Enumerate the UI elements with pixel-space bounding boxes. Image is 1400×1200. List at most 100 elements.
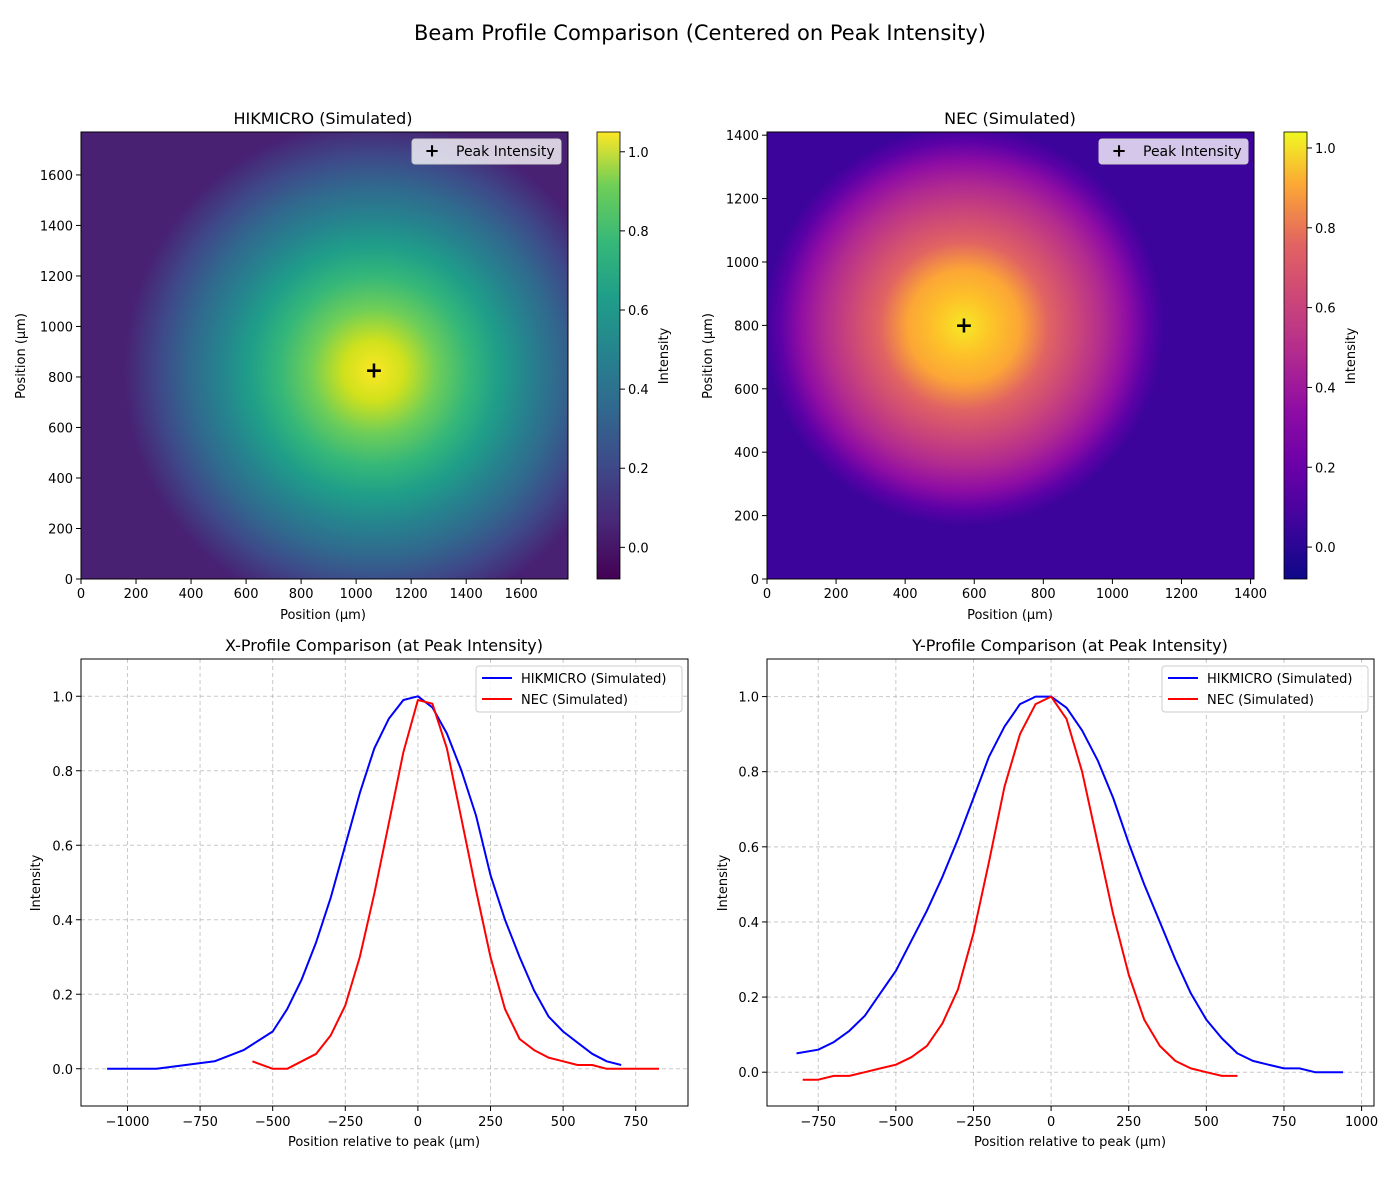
y-tick-label: 1.0 (52, 690, 73, 705)
legend: HIKMICRO (Simulated) NEC (Simulated) (475, 665, 683, 713)
y-tick-label: 1200 (726, 193, 759, 208)
x-tick-label: 200 (824, 587, 849, 602)
line-panel-x-profile: −1000 −750 −500 −250 0 250 500 750 0.0 0.2 0.4 0.6… (29, 636, 689, 1150)
y-tick-label: 400 (734, 446, 759, 461)
plot-frame (80, 658, 689, 1107)
x-tick-label: 600 (962, 587, 987, 602)
x-tick-label: −500 (255, 1115, 291, 1130)
y-tick-label: 600 (48, 421, 73, 436)
y-tick-label: 0 (751, 573, 759, 588)
peak-marker: + (365, 359, 383, 384)
figure-suptitle: Beam Profile Comparison (Centered on Pea… (414, 21, 986, 45)
y-tick-label: 0.4 (52, 914, 73, 929)
colorbar-tick-label: 1.0 (628, 146, 649, 161)
legend-marker-icon: + (424, 141, 439, 162)
y-tick-label: 0 (65, 573, 73, 588)
y-tick-label: 600 (734, 383, 759, 398)
legend: + Peak Intensity (1098, 138, 1249, 165)
legend-label-hikmicro: HIKMICRO (Simulated) (521, 672, 667, 687)
x-tick-label: 1200 (1165, 587, 1198, 602)
y-axis-label: Position (µm) (14, 313, 29, 399)
x-tick-label: 1400 (1234, 587, 1267, 602)
y-axis-label: Position (µm) (701, 313, 716, 399)
legend: + Peak Intensity (411, 138, 562, 165)
x-axis-label: Position relative to peak (µm) (288, 1135, 480, 1150)
colorbar-tick-label: 0.6 (628, 304, 649, 319)
x-tick-label: 200 (124, 587, 149, 602)
colorbar-label: Intensity (1344, 327, 1359, 384)
heatmap-title: HIKMICRO (Simulated) (233, 109, 412, 128)
y-axis-label: Intensity (716, 854, 731, 911)
x-tick-label: 1600 (505, 587, 538, 602)
legend-box (475, 665, 683, 713)
x-tick-label: −750 (800, 1115, 836, 1130)
colorbar (1283, 131, 1308, 580)
plot-frame (766, 658, 1375, 1107)
colorbar-tick-label: 0.2 (628, 462, 649, 477)
x-tick-label: 250 (478, 1115, 503, 1130)
series-line-hikmicro (107, 695, 622, 1070)
colorbar-tick-label: 1.0 (1315, 142, 1336, 157)
x-tick-label: 0 (77, 587, 85, 602)
colorbar-tick-label: 0.4 (628, 383, 649, 398)
x-tick-label: −750 (182, 1115, 218, 1130)
x-tick-label: 1400 (450, 587, 483, 602)
x-tick-label: −250 (327, 1115, 363, 1130)
beam-spot (767, 132, 1254, 579)
x-tick-label: 1000 (340, 587, 373, 602)
x-tick-label: 500 (1194, 1115, 1219, 1130)
legend: HIKMICRO (Simulated) NEC (Simulated) (1161, 665, 1369, 713)
line-chart-title: Y-Profile Comparison (at Peak Intensity) (911, 636, 1228, 655)
heatmap-panel-hikmicro: 0 200 400 600 800 1000 1200 1400 1600 0 200 400 600… (14, 109, 672, 623)
x-tick-label: 400 (893, 587, 918, 602)
x-tick-label: 0 (763, 587, 771, 602)
x-tick-label: 250 (1116, 1115, 1141, 1130)
x-tick-label: 400 (179, 587, 204, 602)
y-tick-label: 800 (48, 371, 73, 386)
x-axis-label: Position (µm) (280, 608, 366, 623)
y-tick-label: 200 (734, 510, 759, 525)
legend-box (1098, 138, 1249, 165)
heatmap-panel-nec: 0 200 400 600 800 1000 1200 1400 0 200 400 600 800 1… (701, 109, 1359, 623)
legend-label-nec: NEC (Simulated) (521, 693, 628, 708)
y-tick-label: 0.4 (738, 916, 759, 931)
x-tick-label: −500 (878, 1115, 914, 1130)
y-tick-label: 0.2 (52, 988, 73, 1003)
x-tick-label: 1000 (1096, 587, 1129, 602)
y-tick-label: 800 (734, 319, 759, 334)
x-tick-label: 1200 (395, 587, 428, 602)
x-tick-label: 0 (414, 1115, 422, 1130)
plot-frame (766, 131, 1255, 580)
x-tick-label: 800 (1031, 587, 1056, 602)
x-tick-label: 0 (1047, 1115, 1055, 1130)
colorbar-tick-label: 0.8 (628, 225, 649, 240)
y-tick-label: 1000 (726, 256, 759, 271)
colorbar-tick-label: 0.2 (1315, 461, 1336, 476)
x-axis-label: Position relative to peak (µm) (974, 1135, 1166, 1150)
colorbar-tick-label: 0.0 (1315, 541, 1336, 556)
y-tick-label: 1.0 (738, 691, 759, 706)
y-tick-label: 1600 (40, 169, 73, 184)
x-tick-label: 750 (1272, 1115, 1297, 1130)
colorbar-tick-label: 0.0 (628, 541, 649, 556)
y-tick-label: 1000 (40, 320, 73, 335)
y-tick-label: 0.8 (738, 766, 759, 781)
x-tick-label: 1000 (1345, 1115, 1378, 1130)
series-line-nec (252, 699, 659, 1070)
y-tick-label: 0.6 (52, 839, 73, 854)
colorbar-tick-label: 0.4 (1315, 381, 1336, 396)
y-tick-label: 0.0 (52, 1063, 73, 1078)
x-tick-label: −1000 (105, 1115, 149, 1130)
legend-label-hikmicro: HIKMICRO (Simulated) (1207, 672, 1353, 687)
line-chart-title: X-Profile Comparison (at Peak Intensity) (225, 636, 543, 655)
line-panel-y-profile: −750 −500 −250 0 250 500 750 1000 0.0 0.2 0.4 0.6 0… (716, 636, 1378, 1150)
y-axis-label: Intensity (29, 854, 44, 911)
y-tick-label: 0.2 (738, 991, 759, 1006)
x-tick-label: 800 (289, 587, 314, 602)
y-tick-label: 0.0 (738, 1066, 759, 1081)
beam-spot (81, 132, 568, 579)
y-tick-label: 1400 (40, 219, 73, 234)
y-tick-label: 0.8 (52, 765, 73, 780)
series-line-hikmicro (796, 695, 1343, 1074)
